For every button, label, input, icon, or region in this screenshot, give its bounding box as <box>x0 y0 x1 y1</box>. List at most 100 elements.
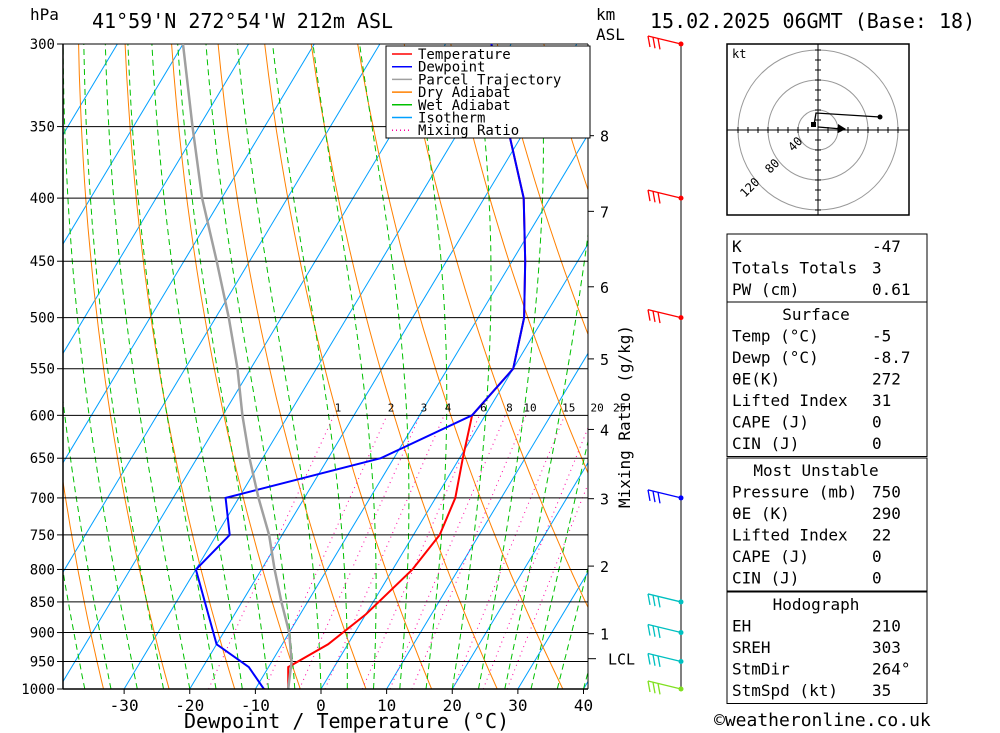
isotherm-line <box>517 571 588 689</box>
mixing-ratio-line <box>361 415 480 689</box>
isotherm-line <box>386 352 588 689</box>
isotherm-line <box>123 44 512 689</box>
temperature-tick-label: 40 <box>574 696 593 715</box>
legend-label: Dry Adiabat <box>418 85 511 101</box>
wind-barb-flag <box>657 492 661 504</box>
x-axis-title: Dewpoint / Temperature (°C) <box>184 709 509 733</box>
wind-barb-flag <box>652 491 656 503</box>
km-tick-label: 4 <box>600 421 609 439</box>
isotherm-line <box>63 44 184 245</box>
sounding-series <box>181 44 527 689</box>
wind-barb <box>647 309 682 324</box>
wind-barb <box>647 623 682 639</box>
legend-label: Mixing Ratio <box>418 123 519 139</box>
hodograph-stats-row-value: 210 <box>872 617 901 636</box>
wet-adiabat-line <box>530 439 588 689</box>
wind-barb-flag <box>647 653 651 665</box>
km-tick-label: 1 <box>600 626 609 644</box>
pressure-tick-label: 700 <box>30 491 55 507</box>
wind-barb-profile <box>647 35 684 695</box>
isotherm-line <box>451 461 588 689</box>
wind-barb <box>647 680 682 695</box>
temperature-tick-label: 0 <box>316 696 326 715</box>
km-unit-label: km <box>596 5 615 24</box>
surface-row-label: Dewp (°C) <box>732 348 819 367</box>
most-unstable-row-label: CAPE (J) <box>732 547 809 566</box>
pressure-tick-label: 800 <box>30 562 55 578</box>
asl-unit-label: ASL <box>596 25 625 44</box>
surface-box <box>726 301 928 457</box>
wind-barb-flag <box>657 38 661 50</box>
wind-barb-flag <box>657 192 661 204</box>
mixing-ratio-line <box>208 415 335 689</box>
lcl-label: LCL <box>608 651 635 669</box>
wet-adiabat-line <box>205 44 296 689</box>
hodograph-start-marker <box>811 122 816 127</box>
dry-adiabat-line <box>78 44 170 689</box>
wind-barb-flag <box>652 191 656 203</box>
pressure-tick-label: 650 <box>30 451 55 467</box>
temperature-tick-label: 20 <box>443 696 462 715</box>
hodograph-stats-title: Hodograph <box>773 595 860 614</box>
wet-adiabat-line <box>104 44 191 689</box>
location-title: 41°59'N 272°54'W 212m ASL <box>92 9 393 33</box>
most-unstable-title: Most Unstable <box>753 461 878 480</box>
wind-barb-flag <box>652 595 656 607</box>
mixing-ratio-line <box>264 415 388 689</box>
wind-barb-flag <box>657 311 661 324</box>
temperature-tick-label: 30 <box>508 696 527 715</box>
pressure-tick-label: 400 <box>30 191 55 207</box>
dry-adiabat-line <box>63 478 104 689</box>
surface-row-value: -8.7 <box>872 348 911 367</box>
legend-label: Isotherm <box>418 111 485 127</box>
pressure-tick-label: 550 <box>30 362 55 378</box>
legend-label: Wet Adiabat <box>418 98 511 114</box>
most-unstable-row-value: 0 <box>872 569 882 588</box>
wet-adiabat-line <box>413 44 448 689</box>
surface-row-value: 272 <box>872 370 901 389</box>
wind-barb <box>647 189 682 204</box>
pressure-tick-label: 1000 <box>21 682 55 698</box>
legend-label: Parcel Trajectory <box>418 72 561 88</box>
isotherm-line <box>63 44 118 136</box>
wind-barb-flag <box>652 37 656 49</box>
surface-row-label: CIN (J) <box>732 434 799 453</box>
dry-adiabat-line <box>916 44 1000 689</box>
pressure-tick-label: 350 <box>30 120 55 136</box>
wind-barb-flag <box>647 593 651 606</box>
wind-barb-flag <box>647 309 651 321</box>
pressure-tick-label: 750 <box>30 528 55 544</box>
wind-barb <box>647 489 682 504</box>
temperature-tick-label: -10 <box>241 696 270 715</box>
dry-adiabat-line <box>403 44 588 609</box>
legend-box <box>385 45 591 139</box>
dry-adiabat-line <box>264 44 433 689</box>
mixing-ratio-label: 2 <box>388 401 395 414</box>
dewpoint-line <box>194 44 527 689</box>
mixing-ratio-label: 1 <box>335 401 342 414</box>
hpa-unit-label: hPa <box>30 5 59 24</box>
wind-barb <box>647 35 682 50</box>
isotherm-line <box>63 44 250 355</box>
temperature-tick-label: -30 <box>110 696 139 715</box>
pressure-tick-label: 600 <box>30 408 55 424</box>
mixing-ratio-label: 10 <box>523 401 536 414</box>
index-row-label: K <box>732 237 742 256</box>
wind-barb-flag <box>652 654 656 666</box>
surface-row-label: Lifted Index <box>732 391 848 410</box>
wet-adiabat-line <box>504 230 588 689</box>
pressure-tick-label: 300 <box>30 37 55 53</box>
pressure-tick-label: 900 <box>30 626 55 642</box>
indices-table: K -47 Totals Totals 3 PW (cm) 0.61 Surface Temp… <box>726 233 928 704</box>
most-unstable-row-value: 290 <box>872 504 901 523</box>
mixing-ratio-line <box>482 426 588 689</box>
wet-adiabat-line <box>451 44 492 689</box>
wind-barb-flag <box>657 596 661 608</box>
storm-motion-arrowhead <box>838 124 846 133</box>
mixing-ratio-label: 4 <box>445 401 452 414</box>
hodograph-end-dot <box>877 114 883 120</box>
most-unstable-row-label: Lifted Index <box>732 526 848 545</box>
hodograph-stats-row-value: 264° <box>872 660 911 679</box>
